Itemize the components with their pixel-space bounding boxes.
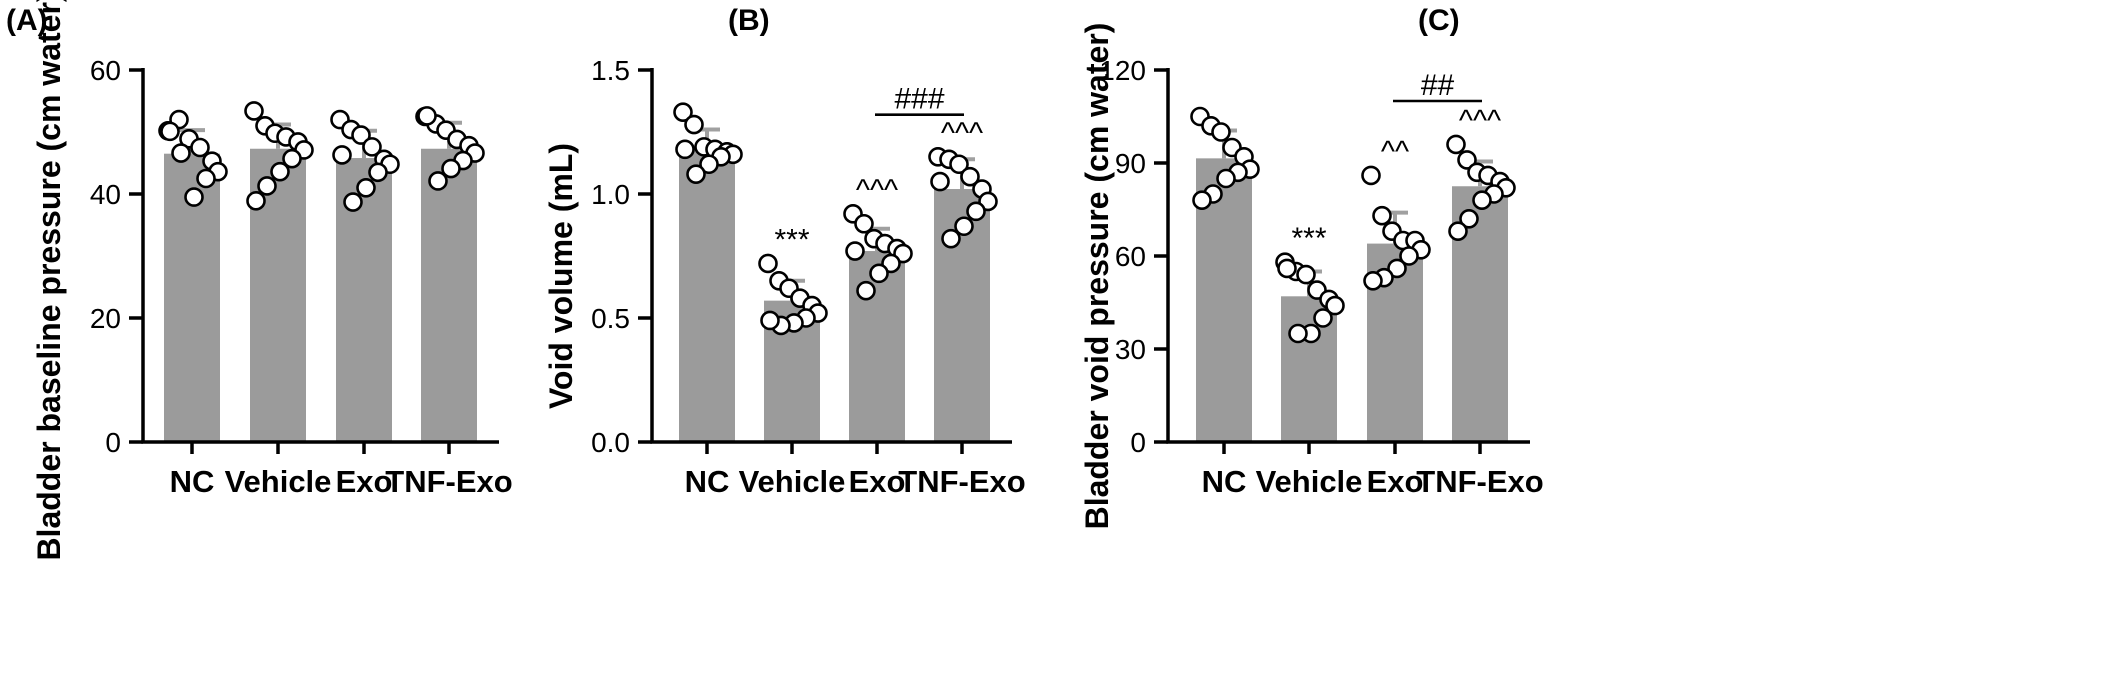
data-point	[673, 102, 693, 122]
data-point	[869, 263, 889, 284]
data-point	[1448, 221, 1468, 241]
data-point	[282, 148, 302, 169]
panel-b: (B) Void volume (mL) 0.0 0.5 1.0 1.5 NC Vehicle…	[543, 4, 1026, 499]
y-tick-label: 60	[90, 55, 121, 86]
data-point	[1325, 295, 1345, 316]
data-point	[699, 154, 719, 175]
bracket-label: ###	[894, 83, 944, 116]
y-tick-label: 40	[90, 179, 121, 210]
x-tick-label-nc: NC	[170, 464, 215, 499]
x-tick-label-vehicle: Vehicle	[1256, 464, 1363, 499]
data-point	[1363, 270, 1383, 291]
data-point	[1459, 209, 1479, 229]
data-point	[684, 114, 704, 135]
data-point	[675, 139, 695, 160]
data-point	[1277, 258, 1297, 279]
data-point	[246, 191, 266, 211]
bar-nc	[679, 149, 735, 443]
data-point	[856, 280, 876, 301]
y-tick-label: 60	[1115, 241, 1146, 272]
significance-label: ^^^	[941, 117, 983, 150]
y-tick-label: 0.0	[591, 427, 630, 458]
data-point	[1313, 308, 1333, 328]
significance-label: ^^^	[1459, 104, 1501, 137]
data-point	[1472, 190, 1492, 210]
panel-label: (C)	[1418, 4, 1460, 37]
data-point	[854, 213, 874, 234]
data-point	[960, 166, 980, 187]
data-point	[160, 121, 180, 142]
data-point	[184, 187, 204, 207]
data-point	[441, 158, 461, 179]
data-point	[758, 253, 778, 274]
y-tick-label: 1.5	[591, 55, 630, 86]
data-point	[941, 228, 961, 249]
data-point	[351, 125, 371, 145]
bracket-label: ##	[1421, 69, 1455, 102]
data-point	[1372, 205, 1392, 226]
data-point	[343, 192, 363, 212]
x-tick-label-vehicle: Vehicle	[225, 464, 332, 499]
data-point	[417, 106, 437, 126]
panel-label: (A)	[6, 4, 48, 37]
data-point	[1211, 122, 1231, 142]
x-tick-label-nc: NC	[685, 464, 730, 499]
bar-tnf-exo	[421, 148, 477, 443]
data-point	[1216, 168, 1236, 189]
y-tick-label: 0.5	[591, 303, 630, 334]
y-tick-label: 20	[90, 303, 121, 334]
x-tick-label-exo: Exo	[1367, 464, 1424, 499]
y-axis-title: Bladder void pressure (cm water)	[1079, 23, 1115, 530]
data-point	[1387, 258, 1407, 279]
data-point	[1446, 134, 1466, 155]
data-point	[428, 171, 448, 191]
y-tick-label: 1.0	[591, 179, 630, 210]
significance-label: ***	[774, 223, 809, 256]
data-point	[190, 137, 210, 158]
x-tick-label-tnf-exo: TNF-Exo	[1416, 464, 1543, 499]
y-axis-title: Bladder baseline pressure (cm water)	[31, 0, 67, 561]
data-point	[270, 161, 290, 182]
x-tick-label-exo: Exo	[336, 464, 393, 499]
significance-label: ^^	[1381, 135, 1409, 168]
x-tick-label-tnf-exo: TNF-Exo	[385, 464, 512, 499]
x-tick-label-nc: NC	[1202, 464, 1247, 499]
data-point	[845, 241, 865, 261]
data-point	[362, 137, 382, 157]
data-point	[244, 101, 264, 121]
panel-c: (C) Bladder void pressure (cm water) 0 30 60…	[1079, 4, 1544, 529]
y-tick-label: 0	[105, 427, 121, 458]
data-point	[966, 201, 986, 222]
data-point	[356, 178, 376, 198]
data-point	[760, 310, 780, 331]
data-point	[930, 171, 950, 192]
y-axis-title: Void volume (mL)	[543, 143, 579, 409]
data-point	[954, 216, 974, 237]
x-tick-label-vehicle: Vehicle	[739, 464, 846, 499]
data-point	[1192, 190, 1212, 210]
significance-label: ***	[1291, 222, 1326, 255]
data-point	[171, 143, 191, 163]
x-tick-label-tnf-exo: TNF-Exo	[898, 464, 1025, 499]
data-point	[1361, 165, 1381, 186]
data-point	[1288, 323, 1308, 344]
data-point	[1399, 246, 1419, 266]
data-point	[257, 176, 277, 196]
data-point	[196, 168, 216, 189]
y-tick-label: 120	[1099, 55, 1146, 86]
data-point	[332, 145, 352, 165]
panel-a: (A)Bladder baseline pressure (cm water) 0…	[6, 0, 513, 561]
data-point	[368, 162, 388, 183]
y-tick-label: 90	[1115, 148, 1146, 179]
data-point	[1457, 150, 1477, 170]
x-tick-label-exo: Exo	[849, 464, 906, 499]
data-point	[949, 154, 969, 175]
significance-label: ^^^	[856, 174, 898, 207]
data-point	[1296, 264, 1316, 285]
y-tick-label: 0	[1130, 427, 1146, 458]
data-point	[686, 164, 706, 184]
panel-label: (B)	[728, 4, 770, 37]
y-tick-label: 30	[1115, 334, 1146, 365]
